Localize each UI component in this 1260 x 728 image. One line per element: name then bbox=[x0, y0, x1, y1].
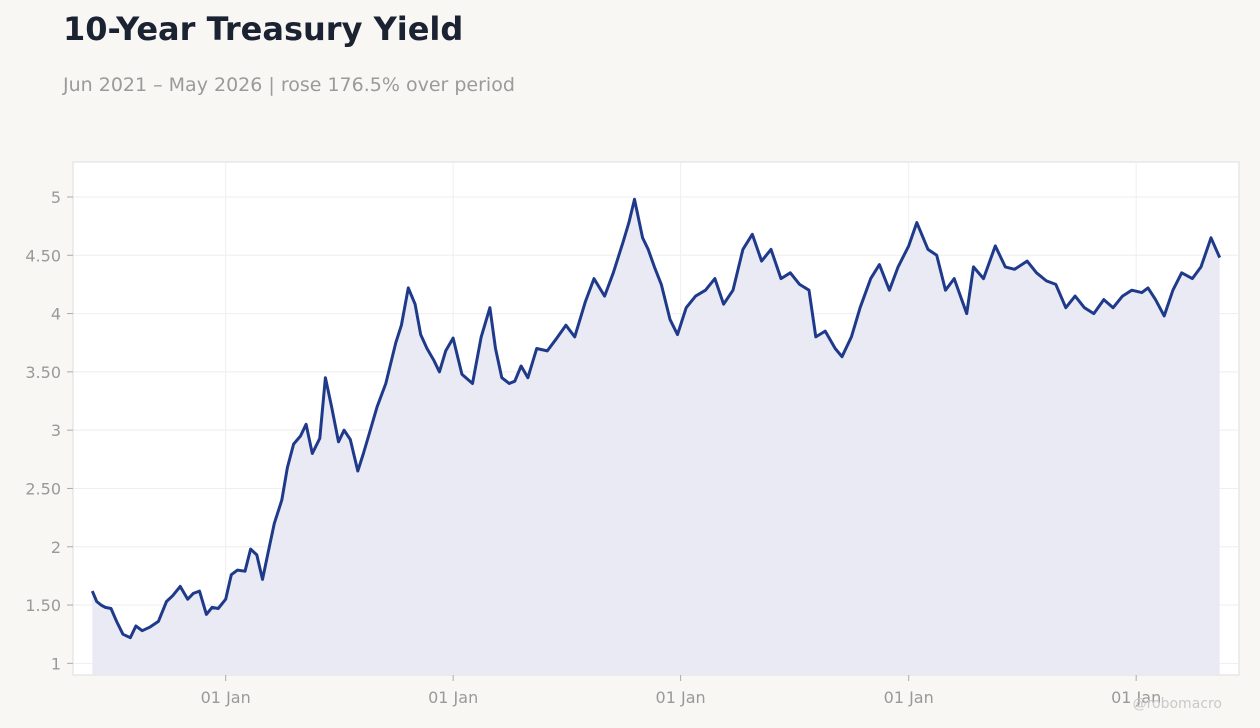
x-tick-label: 01 Jan bbox=[1111, 688, 1161, 707]
x-tick-label: 01 Jan bbox=[884, 688, 934, 707]
y-tick-label: 5 bbox=[51, 188, 61, 207]
y-tick-label: 4.50 bbox=[25, 246, 61, 265]
y-tick-label: 4 bbox=[51, 305, 61, 324]
y-tick-label: 2.50 bbox=[25, 479, 61, 498]
x-axis-tick-labels: 01 Jan 01 Jan 01 Jan 01 Jan 01 Jan bbox=[201, 675, 1161, 707]
y-tick-label: 2 bbox=[51, 538, 61, 557]
y-tick-label: 3 bbox=[51, 421, 61, 440]
y-axis-tick-labels: 1 1.50 2 2.50 3 3.50 4 4.50 5 bbox=[25, 188, 73, 673]
yield-area-fill bbox=[92, 199, 1220, 676]
chart-subtitle: Jun 2021 – May 2026 | rose 176.5% over p… bbox=[63, 74, 515, 96]
y-tick-label: 1 bbox=[51, 654, 61, 673]
y-tick-label: 1.50 bbox=[25, 596, 61, 615]
chart-title: 10-Year Treasury Yield bbox=[63, 10, 464, 48]
watermark: @robomacro bbox=[1132, 696, 1222, 712]
x-tick-label: 01 Jan bbox=[656, 688, 706, 707]
x-tick-label: 01 Jan bbox=[201, 688, 251, 707]
x-tick-label: 01 Jan bbox=[428, 688, 478, 707]
yield-series-line bbox=[90, 197, 1222, 640]
y-tick-label: 3.50 bbox=[25, 363, 61, 382]
